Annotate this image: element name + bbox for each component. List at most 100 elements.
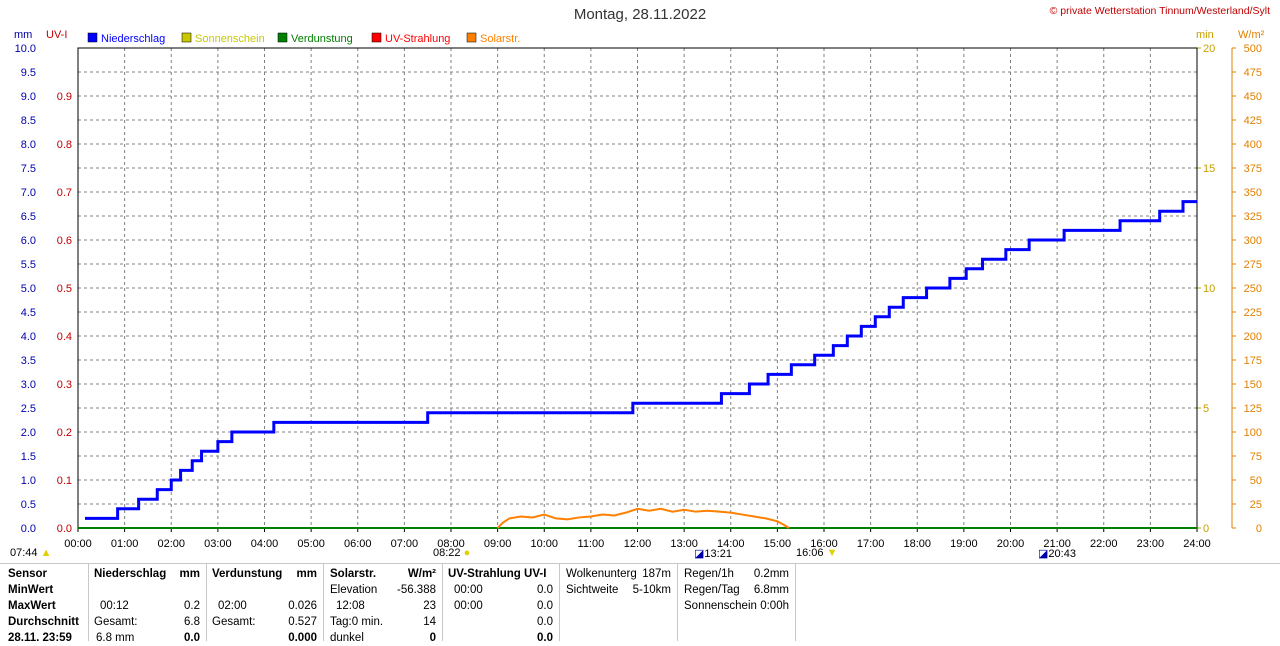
uv-tick-label: 0.1 [57, 475, 72, 487]
mm-tick-label: 1.5 [21, 451, 36, 463]
x-tick-label: 21:00 [1043, 538, 1071, 550]
wm2-tick-label: 475 [1244, 67, 1262, 79]
mm-tick-label: 0.5 [21, 499, 36, 511]
x-tick-label: 01:00 [111, 538, 139, 550]
col-sep-5 [559, 564, 560, 641]
wm2-tick-label: 125 [1244, 403, 1262, 415]
wm2-tick-label: 450 [1244, 91, 1262, 103]
x-tick-label: 00:00 [64, 538, 92, 550]
series-line-solarstr [496, 507, 790, 529]
x-tick-label: 06:00 [344, 538, 372, 550]
legend-label-sonnenschein: Sonnenschein [195, 33, 265, 45]
moonrise-time: ◪13:21 [694, 548, 732, 560]
stats-uv-column: UV-Strahlung UV-I 00:00 0.0 00:00 0.0 0.… [448, 568, 553, 644]
wm2-tick-label: 100 [1244, 427, 1262, 439]
col-sep-7 [795, 564, 796, 641]
col-sep-4 [442, 564, 443, 641]
sunrise-time: 07:44 ▲ [10, 547, 52, 559]
uv-tick-label: 0.8 [57, 139, 72, 151]
wm2-tick-label: 75 [1250, 451, 1262, 463]
min-tick-label: 0 [1203, 523, 1209, 535]
uv-tick-label: 0.3 [57, 379, 72, 391]
x-tick-label: 23:00 [1137, 538, 1165, 550]
mm-tick-label: 4.5 [21, 307, 36, 319]
uv-tick-label: 0.2 [57, 427, 72, 439]
x-tick-label: 09:00 [484, 538, 512, 550]
x-tick-label: 15:00 [764, 538, 792, 550]
min-tick-label: 5 [1203, 403, 1209, 415]
stats-solar-column: Solarstr. W/m² Elevation -56.388 12:08 2… [330, 568, 436, 644]
wm2-tick-label: 400 [1244, 139, 1262, 151]
weather-chart: 00:00 01:00 02:00 03:00 04:00 05:00 06:00 07:00… [14, 29, 1265, 550]
chart-title: Montag, 28.11.2022 [573, 6, 707, 23]
mm-tick-label: 4.0 [21, 331, 36, 343]
mm-tick-label: 10.0 [15, 43, 36, 55]
x-tick-label: 12:00 [624, 538, 652, 550]
stats-rain-summary-column: Regen/1h 0.2mm Regen/Tag 6.8mm Sonnensch… [684, 568, 789, 612]
copyright-label: © private Wetterstation Tinnum/Westerlan… [1049, 5, 1270, 17]
wm2-tick-label: 0 [1256, 523, 1262, 535]
moonset-time: ◪20:43 [1038, 548, 1076, 560]
x-tick-label: 05:00 [297, 538, 325, 550]
uv-axis-unit: UV-I [46, 29, 67, 41]
marker-time-a: 08:22 ● [433, 547, 471, 559]
stats-verdunstung-column: Verdunstung mm 02:00 0.026 Gesamt: 0.527… [212, 568, 317, 644]
legend-label-uv-strahlung: UV-Strahlung [385, 33, 450, 45]
x-tick-label: 03:00 [204, 538, 232, 550]
wm2-tick-label: 325 [1244, 211, 1262, 223]
x-tick-label: 07:00 [391, 538, 419, 550]
stats-cloud-column: Wolkenunterg 187m Sichtweite 5-10km [566, 568, 671, 596]
mm-tick-label: 9.5 [21, 67, 36, 79]
x-tick-label: 04:00 [251, 538, 279, 550]
legend-label-verdunstung: Verdunstung [291, 33, 353, 45]
series-line-niederschlag [84, 200, 1197, 520]
sun-dot-icon: ● [460, 547, 471, 559]
sunset-time: 16:06 ▼ [796, 547, 838, 559]
legend-swatch-niederschlag [87, 32, 98, 43]
stats-divider [0, 563, 1280, 564]
wm2-tick-label: 175 [1244, 355, 1262, 367]
x-tick-label: 16:00 [810, 538, 838, 550]
wm2-tick-label: 25 [1250, 499, 1262, 511]
moon-icon: ◪ [694, 548, 705, 560]
legend-label-niederschlag: Niederschlag [101, 33, 165, 45]
uv-tick-label: 0.7 [57, 187, 72, 199]
mm-axis-unit: mm [14, 29, 32, 41]
wm2-tick-label: 425 [1244, 115, 1262, 127]
stats-niederschlag-column: Niederschlag mm 00:12 0.2 Gesamt: 6.8 6.… [94, 568, 200, 644]
x-tick-label: 14:00 [717, 538, 745, 550]
mm-tick-label: 9.0 [21, 91, 36, 103]
min-tick-label: 20 [1203, 43, 1215, 55]
moon-icon-b: ◪ [1038, 548, 1049, 560]
x-tick-label: 18:00 [903, 538, 931, 550]
col-sep-2 [206, 564, 207, 641]
mm-tick-label: 3.5 [21, 355, 36, 367]
x-tick-label: 02:00 [157, 538, 185, 550]
x-tick-label: 24:00 [1183, 538, 1211, 550]
min-tick-label: 10 [1203, 283, 1215, 295]
x-tick-label: 22:00 [1090, 538, 1118, 550]
legend-swatch-sonnenschein [181, 32, 192, 43]
wm2-tick-label: 225 [1244, 307, 1262, 319]
legend-swatch-verdunstung [277, 32, 288, 43]
mm-tick-label: 0.0 [21, 523, 36, 535]
mm-tick-label: 2.5 [21, 403, 36, 415]
wm2-axis-unit: W/m² [1238, 29, 1265, 41]
mm-tick-label: 7.5 [21, 163, 36, 175]
mm-tick-label: 5.0 [21, 283, 36, 295]
sun-icon: ▲ [37, 547, 52, 559]
mm-tick-label: 1.0 [21, 475, 36, 487]
uv-tick-label: 0.4 [57, 331, 72, 343]
wm2-tick-label: 500 [1244, 43, 1262, 55]
x-tick-label: 17:00 [857, 538, 885, 550]
mm-tick-label: 2.0 [21, 427, 36, 439]
sun-down-icon: ▼ [823, 547, 838, 559]
stats-sensor-column: Sensor MinWert MaxWert Durchschnitt 28.1… [8, 568, 79, 644]
legend-label-solarstr.: Solarstr. [480, 33, 520, 45]
wm2-tick-label: 250 [1244, 283, 1262, 295]
min-tick-label: 15 [1203, 163, 1215, 175]
wm2-tick-label: 275 [1244, 259, 1262, 271]
mm-tick-label: 6.0 [21, 235, 36, 247]
wm2-tick-label: 375 [1244, 163, 1262, 175]
uv-tick-label: 0.5 [57, 283, 72, 295]
